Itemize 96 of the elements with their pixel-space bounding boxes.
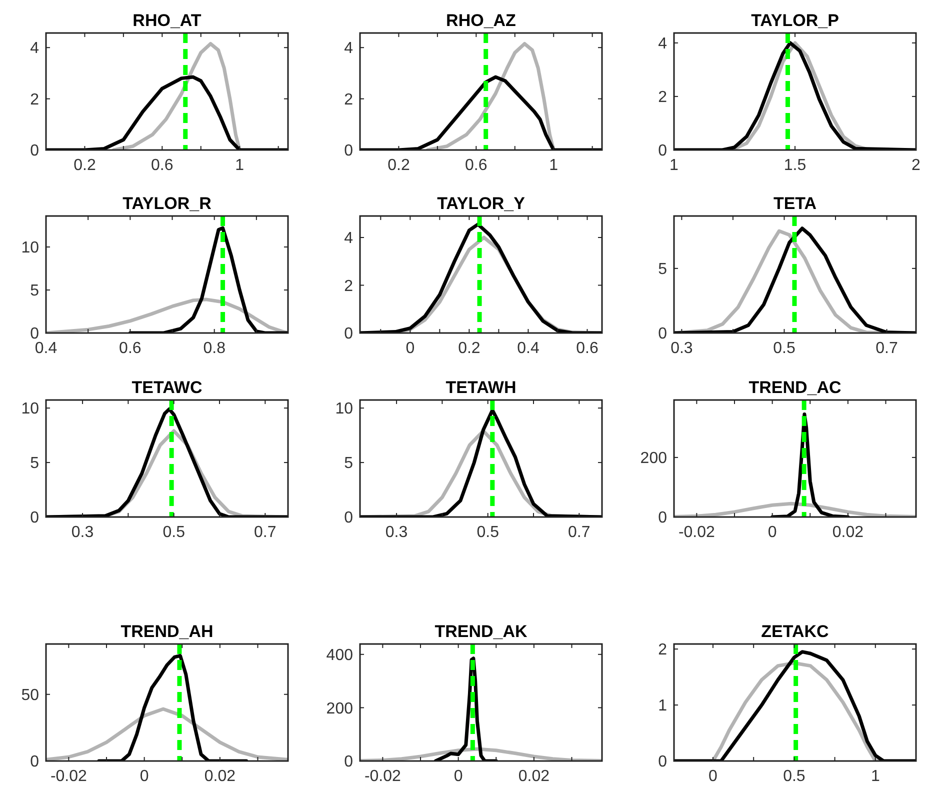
y-tick-label: 5 — [658, 261, 668, 278]
y-tick-label: 5 — [30, 455, 40, 472]
y-tick-label: 4 — [344, 40, 354, 58]
y-tick-label: 200 — [640, 450, 668, 468]
x-tick-label: 0 — [768, 524, 777, 541]
line-series — [46, 407, 288, 517]
x-tick-label: 0.4 — [517, 340, 540, 357]
x-tick-label: 0.2 — [388, 157, 410, 174]
y-tick-label: 1 — [658, 698, 668, 715]
y-tick-label: 0 — [344, 326, 354, 343]
y-tick-label: 400 — [326, 646, 354, 664]
chart-title: TREND_AC — [748, 378, 842, 397]
x-tick-label: 1.5 — [784, 157, 806, 174]
x-tick-label: 0.4 — [34, 340, 58, 357]
y-tick-label: 10 — [21, 400, 40, 418]
x-tick-label: 0.02 — [204, 768, 236, 785]
x-tick-label: 0 — [406, 340, 415, 357]
x-tick-label: 0.3 — [670, 340, 693, 357]
line-series — [46, 75, 288, 150]
x-tick-label: 0.02 — [518, 768, 550, 785]
y-tick-label: 0 — [344, 142, 354, 160]
y-tick-label: 2 — [30, 91, 40, 108]
y-tick-label: 0 — [658, 142, 668, 160]
y-tick-label: 5 — [344, 455, 354, 472]
y-tick-label: 4 — [30, 40, 40, 58]
y-tick-label: 0 — [658, 510, 668, 527]
y-tick-label: 2 — [658, 89, 668, 106]
y-tick-label: 10 — [21, 240, 40, 257]
line-series — [674, 41, 916, 150]
x-tick-label: 0.6 — [576, 340, 598, 357]
y-tick-label: 0 — [344, 510, 354, 527]
x-tick-label: 0.2 — [458, 340, 480, 357]
x-tick-label: 1 — [235, 157, 244, 174]
y-tick-label: 50 — [21, 686, 40, 704]
chart-title: TETA — [773, 194, 817, 213]
y-tick-label: 2 — [344, 278, 354, 295]
x-tick-label: 0.5 — [476, 524, 500, 541]
y-tick-label: 0 — [30, 142, 40, 160]
x-tick-label: 0.8 — [203, 340, 226, 357]
line-series — [360, 408, 602, 517]
x-tick-label: 0 — [454, 768, 463, 785]
line-series — [46, 707, 288, 761]
x-tick-label: 0.5 — [773, 340, 796, 357]
x-tick-label: -0.02 — [678, 524, 716, 541]
line-series — [128, 226, 288, 333]
x-tick-label: 0 — [140, 768, 149, 785]
y-tick-label: 0 — [30, 754, 40, 771]
line-series — [360, 747, 602, 761]
y-tick-label: 4 — [658, 36, 668, 53]
x-tick-label: 0.7 — [254, 524, 276, 541]
x-tick-label: 1 — [670, 157, 679, 174]
x-tick-label: 0.7 — [876, 340, 898, 357]
x-tick-label: 1 — [549, 157, 558, 174]
line-series — [360, 75, 602, 150]
x-tick-label: 0.6 — [119, 340, 142, 357]
line-series — [426, 42, 556, 150]
chart-title: RHO_AT — [132, 11, 202, 30]
y-tick-label: 0 — [30, 326, 40, 343]
x-tick-label: 0.6 — [465, 157, 488, 174]
y-tick-label: 200 — [326, 700, 354, 718]
x-tick-label: 0.2 — [74, 157, 96, 174]
y-tick-label: 0 — [344, 754, 354, 771]
x-tick-label: 0.7 — [568, 524, 590, 541]
x-tick-label: 0.02 — [832, 524, 864, 541]
chart-title: RHO_AZ — [446, 11, 516, 30]
y-tick-label: 4 — [344, 230, 354, 248]
y-tick-label: 5 — [30, 282, 40, 300]
x-tick-label: 0.3 — [385, 524, 408, 541]
line-series — [112, 42, 242, 150]
line-series — [46, 298, 288, 333]
line-series — [97, 654, 248, 761]
y-tick-label: 2 — [344, 91, 354, 108]
chart-title: TETAWH — [446, 378, 516, 397]
x-tick-label: 0.5 — [162, 524, 186, 541]
y-tick-label: 0 — [658, 754, 668, 771]
chart-title: TAYLOR_R — [122, 194, 212, 213]
x-tick-label: 1 — [870, 768, 880, 785]
y-tick-label: 0 — [658, 326, 668, 343]
y-tick-label: 10 — [335, 400, 354, 418]
line-series — [674, 502, 916, 517]
x-tick-label: 0 — [708, 768, 718, 785]
x-tick-label: 0.5 — [783, 768, 806, 785]
x-tick-label: -0.02 — [50, 768, 88, 785]
x-tick-label: 0.6 — [151, 157, 174, 174]
chart-title: TETAWC — [132, 378, 202, 397]
x-tick-label: 0.3 — [71, 524, 94, 541]
x-tick-label: 2 — [912, 157, 921, 174]
chart-title: TAYLOR_P — [751, 11, 839, 30]
line-series — [434, 656, 498, 761]
y-tick-label: 0 — [30, 510, 40, 527]
chart-title: TAYLOR_Y — [437, 194, 526, 213]
y-tick-label: 2 — [658, 642, 668, 659]
chart-title: TREND_AH — [120, 622, 214, 641]
chart-title: TREND_AK — [434, 622, 528, 641]
chart-title: ZETAKC — [761, 622, 829, 641]
x-tick-label: -0.02 — [364, 768, 402, 785]
